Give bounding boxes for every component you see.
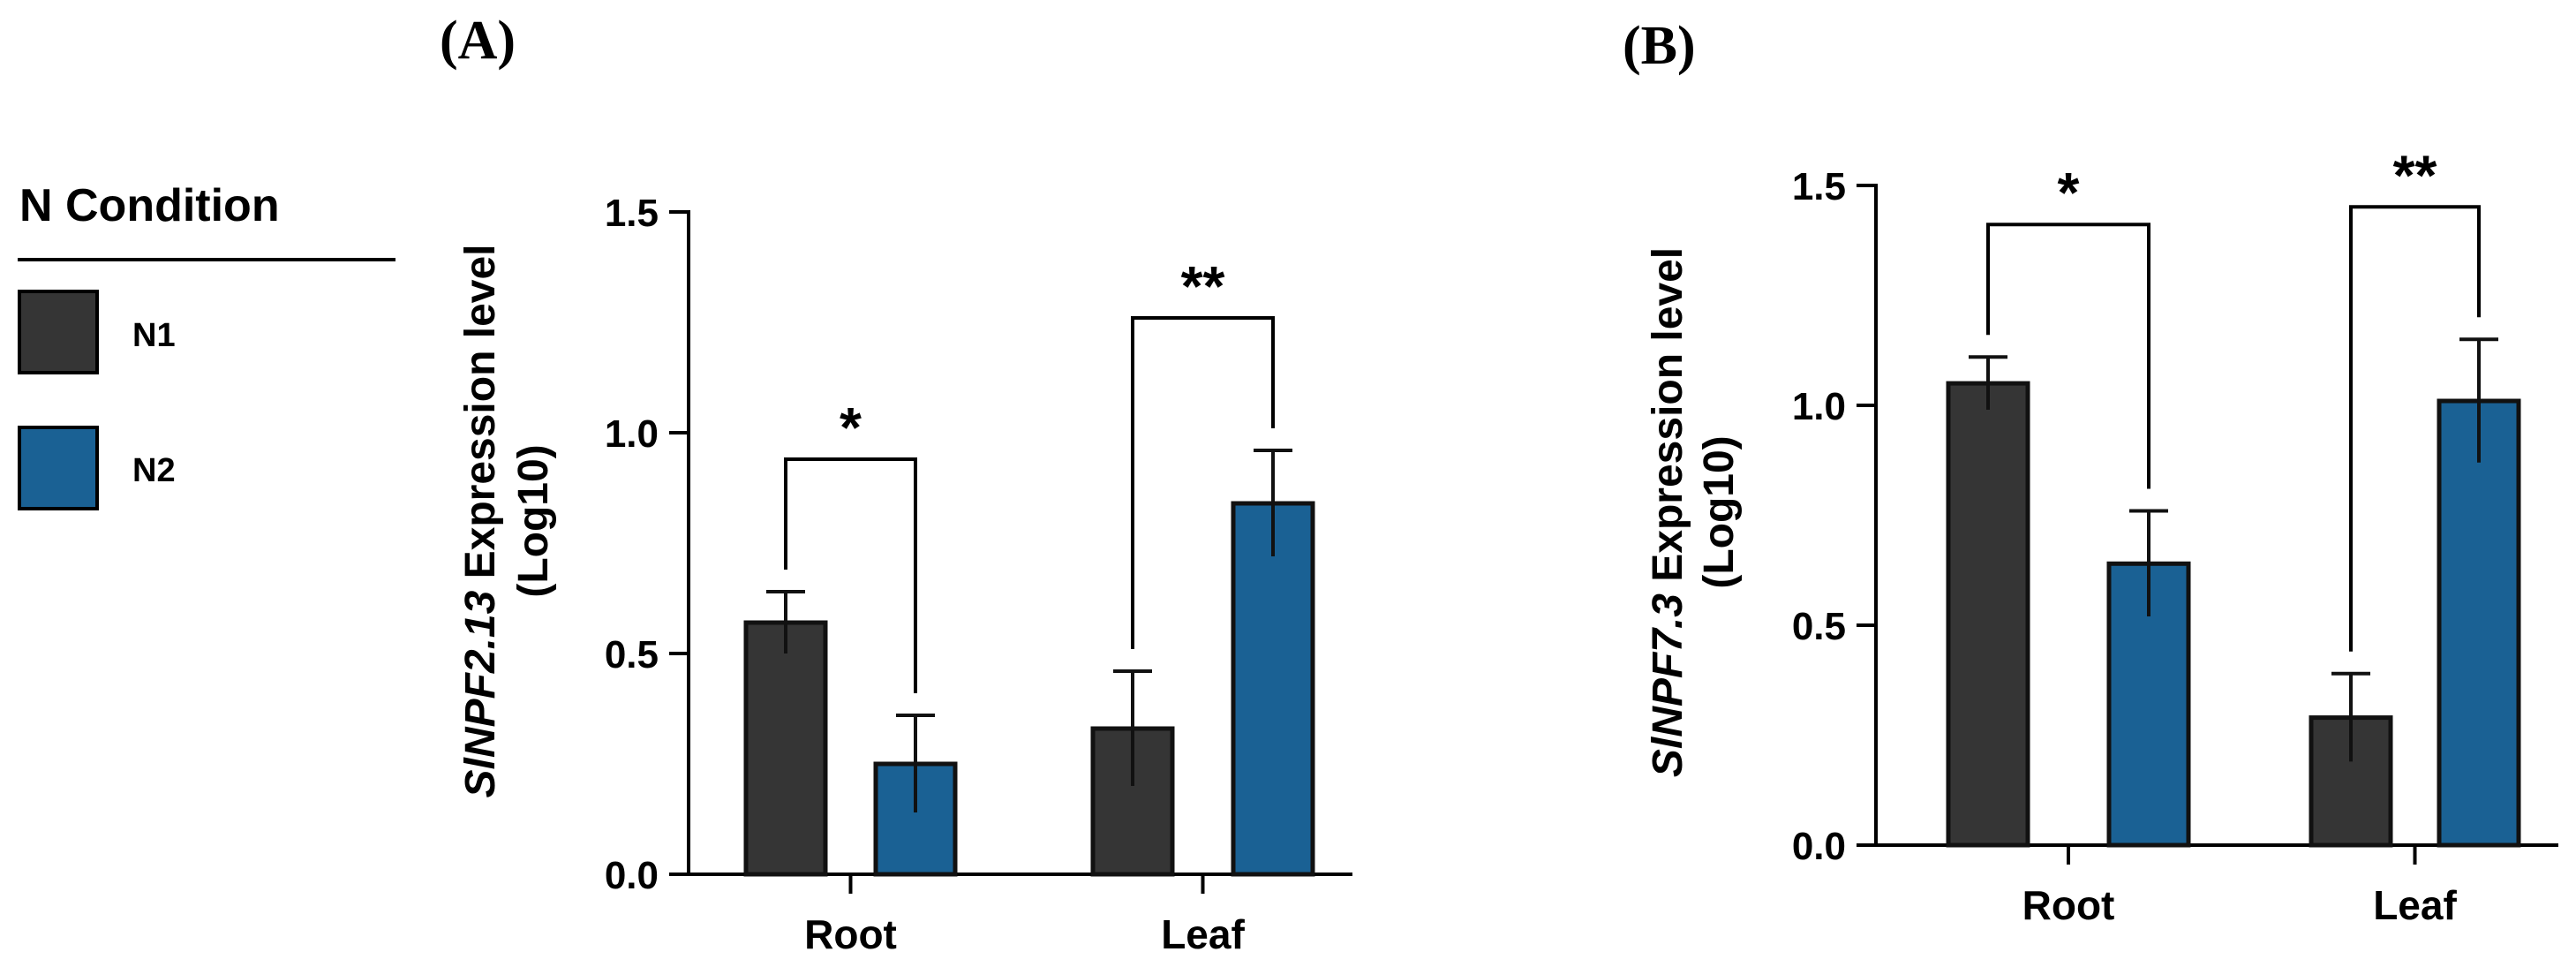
y-tick-label-b-2: 1.0 [1792, 385, 1846, 428]
y-tick-label-b-0: 0.0 [1792, 825, 1846, 868]
bar-a-root-n1 [743, 620, 828, 877]
panel-label-b: (B) [1623, 16, 1696, 76]
significance-label-a-0: * [840, 396, 862, 459]
y-axis-title-gene-b: SlNPF7.3 [1645, 593, 1691, 777]
significance-label-b-0: * [2058, 161, 2080, 224]
bar-b-root-n1 [1946, 381, 2030, 848]
y-tick-label-a-3: 1.5 [605, 192, 659, 235]
x-tick-label-b-0: Root [2022, 882, 2115, 928]
y-tick-label-a-1: 0.5 [605, 633, 659, 676]
significance-bracket-a-1 [1131, 316, 1275, 649]
legend-label-n1: N1 [132, 317, 176, 354]
y-axis-title-line2-b: (Log10) [1696, 435, 1743, 588]
significance-label-a-1: ** [1181, 254, 1225, 318]
bar-a-leaf-n2 [1231, 501, 1315, 877]
significance-label-b-1: ** [2393, 143, 2437, 207]
legend-swatch-n1 [18, 290, 99, 374]
y-axis-title-line2-a: (Log10) [510, 444, 557, 597]
chart-panel-a: (A) SlNPF2.13 Expression level (Log10) 0… [440, 11, 1352, 957]
significance-bracket-b-0 [1986, 223, 2150, 489]
legend-swatch-n2 [18, 426, 99, 510]
legend-label-n2: N2 [132, 452, 176, 489]
bar-b-leaf-n2 [2437, 398, 2521, 848]
y-axis-title-a: SlNPF2.13 Expression level [457, 245, 504, 798]
y-axis-title-rest-b: Expression level [1645, 247, 1691, 593]
legend: N Condition N1 N2 [18, 180, 395, 510]
y-axis-title-gene-a: SlNPF2.13 [457, 590, 504, 797]
legend-title: N Condition [19, 180, 280, 231]
significance-bracket-a-0 [784, 457, 917, 693]
y-axis-title-rest-a: Expression level [457, 245, 504, 591]
y-tick-label-b-3: 1.5 [1792, 165, 1846, 208]
x-tick-label-b-1: Leaf [2373, 882, 2457, 928]
chart-panel-b: (B) SlNPF7.3 Expression level (Log10) 0.… [1623, 16, 2558, 928]
y-axis-title-b: SlNPF7.3 Expression level [1645, 247, 1691, 777]
x-tick-label-a-0: Root [804, 911, 897, 957]
panel-label-a: (A) [440, 11, 516, 71]
significance-bracket-b-1 [2349, 205, 2481, 652]
y-tick-label-b-1: 0.5 [1792, 605, 1846, 648]
y-tick-label-a-0: 0.0 [605, 854, 659, 897]
x-tick-label-a-1: Leaf [1161, 911, 1245, 957]
y-tick-label-a-2: 1.0 [605, 412, 659, 456]
